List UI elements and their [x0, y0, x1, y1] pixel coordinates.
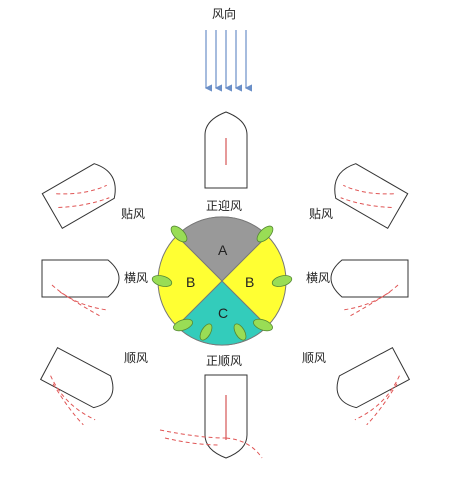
boat-head-wind — [204, 111, 248, 189]
label-head-wind: 正迎风 — [206, 199, 242, 213]
boat-run — [159, 374, 263, 459]
leaf — [253, 318, 273, 332]
leaf — [271, 275, 293, 287]
label-run: 正顺风 — [206, 354, 242, 368]
boat-broad-reach-left — [39, 346, 114, 426]
sail-leaves — [151, 225, 293, 341]
leaf — [199, 323, 213, 341]
sector-b-left-label: B — [186, 274, 195, 290]
wind-arrows — [204, 30, 252, 92]
sector-c-label: C — [218, 305, 228, 321]
label-close-haul-left: 贴风 — [121, 207, 145, 221]
wind-direction-label: 风向 — [212, 6, 236, 21]
boat-beam-reach-left — [41, 259, 120, 317]
label-beam-reach-right: 横风 — [306, 271, 330, 285]
sector-c — [175, 280, 269, 346]
boat-close-haul-right — [334, 163, 409, 230]
label-beam-reach-left: 横风 — [124, 271, 148, 285]
label-broad-reach-left: 顺风 — [124, 351, 148, 365]
label-close-haul-right: 贴风 — [309, 207, 333, 221]
boat-close-haul-left — [41, 163, 116, 230]
leaf — [151, 275, 173, 287]
leaf — [256, 225, 274, 243]
sector-b-right-label: B — [245, 274, 254, 290]
leaf — [170, 225, 188, 243]
label-broad-reach-right: 顺风 — [302, 351, 326, 365]
boat-beam-reach-right — [330, 259, 409, 317]
boat-broad-reach-right — [336, 346, 411, 426]
sector-a-label: A — [218, 242, 228, 258]
point-of-sail-wheel: A B B C — [151, 216, 293, 346]
sector-a — [175, 216, 269, 282]
leaf — [233, 323, 247, 341]
leaf — [173, 318, 193, 332]
